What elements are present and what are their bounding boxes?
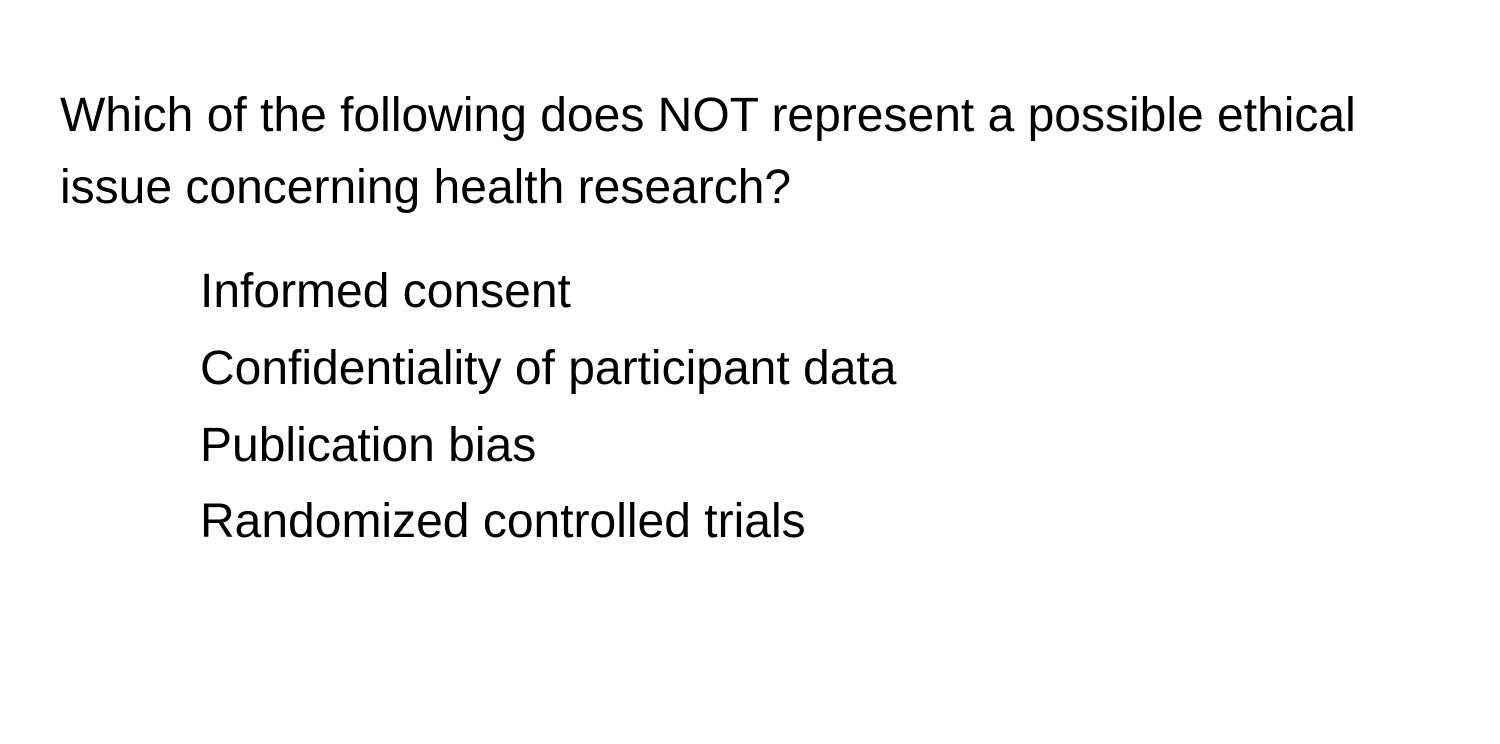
option-item: Confidentiality of participant data bbox=[200, 331, 1440, 408]
option-item: Randomized controlled trials bbox=[200, 484, 1440, 561]
options-list: Informed consent Confidentiality of part… bbox=[60, 254, 1440, 561]
question-container: Which of the following does NOT represen… bbox=[60, 80, 1440, 561]
question-text: Which of the following does NOT represen… bbox=[60, 80, 1440, 224]
option-item: Publication bias bbox=[200, 408, 1440, 485]
option-item: Informed consent bbox=[200, 254, 1440, 331]
